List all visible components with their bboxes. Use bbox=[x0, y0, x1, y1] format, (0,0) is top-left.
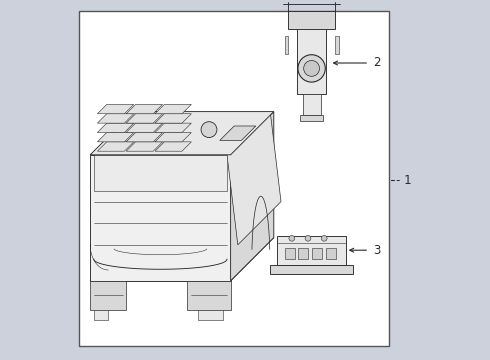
Polygon shape bbox=[326, 248, 336, 259]
Polygon shape bbox=[277, 236, 346, 265]
Polygon shape bbox=[98, 114, 134, 123]
Polygon shape bbox=[270, 265, 353, 274]
Polygon shape bbox=[98, 123, 134, 132]
Polygon shape bbox=[285, 36, 288, 54]
Polygon shape bbox=[155, 142, 192, 151]
Polygon shape bbox=[98, 104, 134, 114]
Polygon shape bbox=[303, 94, 320, 115]
Bar bbox=[79, 11, 389, 346]
Polygon shape bbox=[300, 115, 323, 121]
Polygon shape bbox=[94, 155, 227, 191]
Polygon shape bbox=[94, 310, 108, 320]
Polygon shape bbox=[155, 104, 192, 114]
Circle shape bbox=[289, 235, 294, 241]
Polygon shape bbox=[155, 123, 192, 132]
Polygon shape bbox=[155, 114, 192, 123]
Circle shape bbox=[201, 122, 217, 138]
Polygon shape bbox=[90, 112, 274, 155]
Polygon shape bbox=[198, 310, 223, 320]
Text: 2: 2 bbox=[373, 57, 380, 69]
Polygon shape bbox=[126, 104, 163, 114]
Polygon shape bbox=[155, 132, 192, 142]
Polygon shape bbox=[227, 112, 281, 245]
Polygon shape bbox=[288, 11, 335, 29]
Polygon shape bbox=[98, 132, 134, 142]
Polygon shape bbox=[126, 123, 163, 132]
Polygon shape bbox=[298, 248, 308, 259]
Polygon shape bbox=[220, 126, 256, 140]
Circle shape bbox=[304, 60, 319, 76]
Circle shape bbox=[321, 235, 327, 241]
Polygon shape bbox=[90, 155, 231, 281]
Polygon shape bbox=[90, 281, 126, 310]
Polygon shape bbox=[90, 238, 274, 281]
Circle shape bbox=[305, 235, 311, 241]
Polygon shape bbox=[335, 36, 339, 54]
Text: - 1: - 1 bbox=[396, 174, 412, 186]
Polygon shape bbox=[285, 248, 294, 259]
Polygon shape bbox=[126, 114, 163, 123]
Polygon shape bbox=[312, 248, 322, 259]
Polygon shape bbox=[126, 142, 163, 151]
Circle shape bbox=[298, 55, 325, 82]
Polygon shape bbox=[98, 142, 134, 151]
Polygon shape bbox=[126, 132, 163, 142]
Polygon shape bbox=[297, 25, 326, 94]
Polygon shape bbox=[231, 112, 274, 281]
Text: 3: 3 bbox=[373, 244, 380, 257]
Polygon shape bbox=[187, 281, 231, 310]
